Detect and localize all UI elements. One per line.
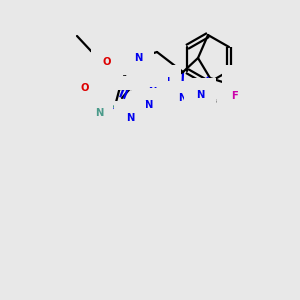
Text: F: F [232,91,238,101]
Text: F: F [232,75,238,85]
Text: N: N [126,113,134,123]
Text: O: O [81,83,89,93]
Text: O: O [103,57,111,67]
Text: N: N [148,87,156,97]
Text: H: H [88,113,96,123]
Text: N: N [161,77,169,87]
Text: N: N [134,53,142,63]
Text: CH₃: CH₃ [198,95,218,105]
Text: CH₃: CH₃ [107,68,127,78]
Text: N: N [95,108,103,118]
Text: H: H [88,103,96,113]
Text: N: N [196,90,204,100]
Text: N: N [144,100,152,110]
Text: F: F [238,83,245,93]
Text: N: N [178,93,186,103]
